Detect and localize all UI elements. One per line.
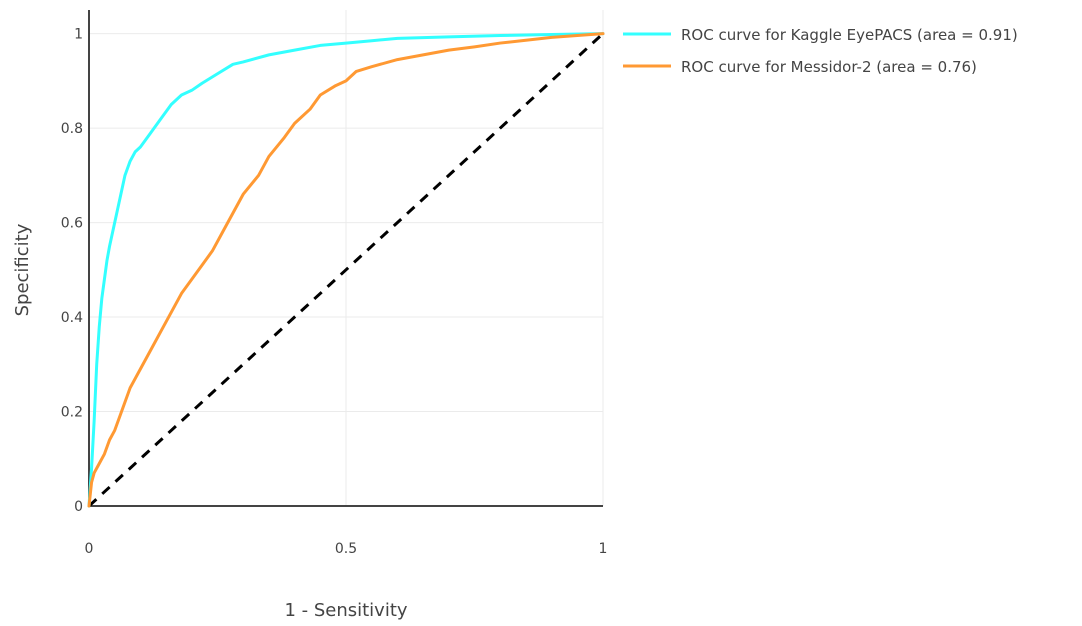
series-layer: [87, 32, 605, 508]
series-line-1: [87, 32, 605, 508]
y-tick-label-5: 1: [74, 27, 83, 43]
y-tick-label-0: 0: [74, 499, 83, 515]
y-tick-label-1: 0.2: [61, 405, 83, 421]
axes-layer: [88, 10, 603, 507]
ticks-layer: 0 0.2 0.4 0.6 0.8 1 0 0.5 1: [61, 27, 608, 557]
x-tick-label-1: 0.5: [335, 541, 357, 557]
y-tick-label-3: 0.6: [61, 216, 83, 232]
series-line-0: [87, 32, 605, 508]
grid-layer: [89, 10, 604, 506]
x-tick-label-0: 0: [85, 541, 94, 557]
legend-label-1: ROC curve for Messidor-2 (area = 0.76): [681, 58, 977, 76]
reference-diagonal-line: [87, 32, 605, 508]
x-tick-label-2: 1: [599, 541, 608, 557]
y-tick-label-2: 0.4: [61, 310, 83, 326]
y-axis-title: Specificity: [12, 223, 33, 316]
legend: ROC curve for Kaggle EyePACS (area = 0.9…: [623, 26, 1018, 76]
x-axis-title: 1 - Sensitivity: [284, 600, 407, 621]
y-tick-label-4: 0.8: [61, 121, 83, 137]
legend-label-0: ROC curve for Kaggle EyePACS (area = 0.9…: [681, 26, 1018, 44]
